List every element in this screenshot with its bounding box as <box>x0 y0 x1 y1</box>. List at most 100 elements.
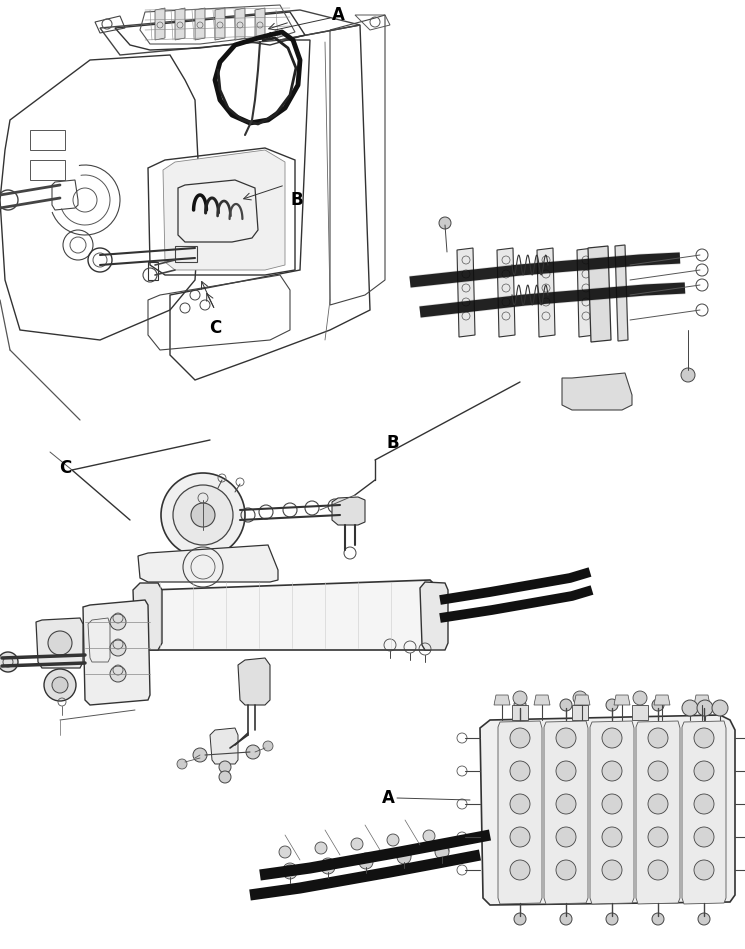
Polygon shape <box>163 150 285 270</box>
Polygon shape <box>590 721 634 904</box>
Bar <box>148 262 158 280</box>
Circle shape <box>283 863 297 877</box>
Circle shape <box>191 503 215 527</box>
Circle shape <box>263 741 273 751</box>
Circle shape <box>602 728 622 748</box>
Polygon shape <box>457 248 475 337</box>
Polygon shape <box>682 721 726 904</box>
Bar <box>175 246 197 262</box>
Bar <box>30 160 65 180</box>
Circle shape <box>193 748 207 762</box>
Circle shape <box>435 845 449 859</box>
Polygon shape <box>544 721 588 904</box>
Circle shape <box>510 794 530 814</box>
Circle shape <box>321 858 335 872</box>
Polygon shape <box>654 695 670 705</box>
Polygon shape <box>210 728 238 764</box>
Text: B: B <box>387 434 399 452</box>
Circle shape <box>279 846 291 858</box>
Polygon shape <box>534 695 550 705</box>
Circle shape <box>435 843 449 857</box>
Circle shape <box>397 850 411 864</box>
Circle shape <box>161 473 245 557</box>
Polygon shape <box>494 695 510 705</box>
Circle shape <box>681 368 695 382</box>
Polygon shape <box>588 246 611 342</box>
Circle shape <box>648 728 668 748</box>
Polygon shape <box>138 545 278 582</box>
Circle shape <box>602 827 622 847</box>
Circle shape <box>648 794 668 814</box>
Circle shape <box>510 860 530 880</box>
Polygon shape <box>572 705 588 720</box>
Circle shape <box>173 485 233 545</box>
Circle shape <box>694 794 714 814</box>
Circle shape <box>423 830 435 842</box>
Circle shape <box>633 691 647 705</box>
Circle shape <box>397 848 411 862</box>
Polygon shape <box>574 695 590 705</box>
Circle shape <box>712 700 728 716</box>
Text: A: A <box>381 789 394 807</box>
Polygon shape <box>615 245 628 341</box>
Polygon shape <box>498 721 542 904</box>
Circle shape <box>694 761 714 781</box>
Circle shape <box>52 677 68 693</box>
Circle shape <box>110 640 126 656</box>
Circle shape <box>560 699 572 711</box>
Polygon shape <box>155 8 165 40</box>
Polygon shape <box>577 248 595 337</box>
Circle shape <box>110 614 126 630</box>
Polygon shape <box>614 695 630 705</box>
Circle shape <box>246 745 260 759</box>
Polygon shape <box>238 658 270 705</box>
Polygon shape <box>632 705 648 720</box>
Circle shape <box>44 669 76 701</box>
Circle shape <box>510 728 530 748</box>
Polygon shape <box>36 618 83 668</box>
Polygon shape <box>133 583 162 650</box>
Polygon shape <box>562 373 632 410</box>
Circle shape <box>283 865 297 879</box>
Polygon shape <box>636 721 680 904</box>
Circle shape <box>602 761 622 781</box>
Circle shape <box>219 761 231 773</box>
Circle shape <box>351 838 363 850</box>
Circle shape <box>648 761 668 781</box>
Circle shape <box>556 794 576 814</box>
Circle shape <box>359 855 373 869</box>
Circle shape <box>694 860 714 880</box>
Bar <box>30 130 65 150</box>
Circle shape <box>652 699 664 711</box>
Circle shape <box>606 699 618 711</box>
Circle shape <box>602 860 622 880</box>
Circle shape <box>556 728 576 748</box>
Circle shape <box>698 913 710 925</box>
Circle shape <box>652 913 664 925</box>
Polygon shape <box>694 695 710 705</box>
Circle shape <box>606 913 618 925</box>
Circle shape <box>694 827 714 847</box>
Polygon shape <box>480 715 735 905</box>
Circle shape <box>177 759 187 769</box>
Circle shape <box>602 794 622 814</box>
Circle shape <box>514 913 526 925</box>
Circle shape <box>682 700 698 716</box>
Polygon shape <box>215 8 225 40</box>
Circle shape <box>510 827 530 847</box>
Circle shape <box>556 827 576 847</box>
Polygon shape <box>332 497 365 525</box>
Polygon shape <box>537 248 555 337</box>
Text: A: A <box>332 6 344 24</box>
Circle shape <box>219 771 231 783</box>
Circle shape <box>573 691 587 705</box>
Circle shape <box>556 860 576 880</box>
Circle shape <box>556 761 576 781</box>
Text: B: B <box>291 191 303 209</box>
Circle shape <box>110 666 126 682</box>
Circle shape <box>560 913 572 925</box>
Circle shape <box>48 631 72 655</box>
Circle shape <box>694 728 714 748</box>
Circle shape <box>510 761 530 781</box>
Circle shape <box>513 691 527 705</box>
